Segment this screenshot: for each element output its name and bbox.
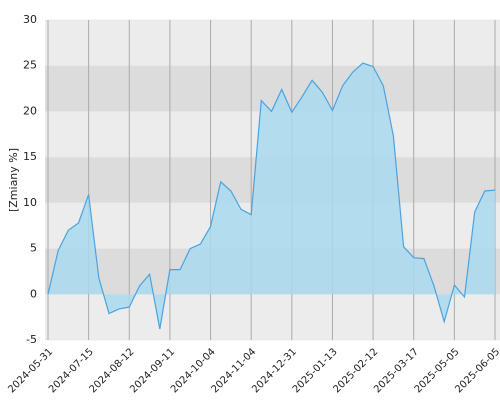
grid-band bbox=[45, 65, 500, 112]
y-tick-label: 20 bbox=[23, 104, 37, 117]
grid-band bbox=[45, 20, 500, 66]
line bbox=[47, 62, 496, 330]
y-tick-label: 10 bbox=[23, 196, 37, 209]
y-tick-label: 15 bbox=[23, 150, 37, 163]
y-axis-label: [Zmiany %] bbox=[7, 148, 20, 212]
y-tick-label: 0 bbox=[30, 287, 37, 300]
y-tick-label: 25 bbox=[23, 59, 37, 72]
y-tick-label: 5 bbox=[30, 242, 37, 255]
y-tick-label: 30 bbox=[23, 13, 37, 26]
area bbox=[48, 63, 495, 329]
y-tick-label: -5 bbox=[26, 333, 37, 346]
